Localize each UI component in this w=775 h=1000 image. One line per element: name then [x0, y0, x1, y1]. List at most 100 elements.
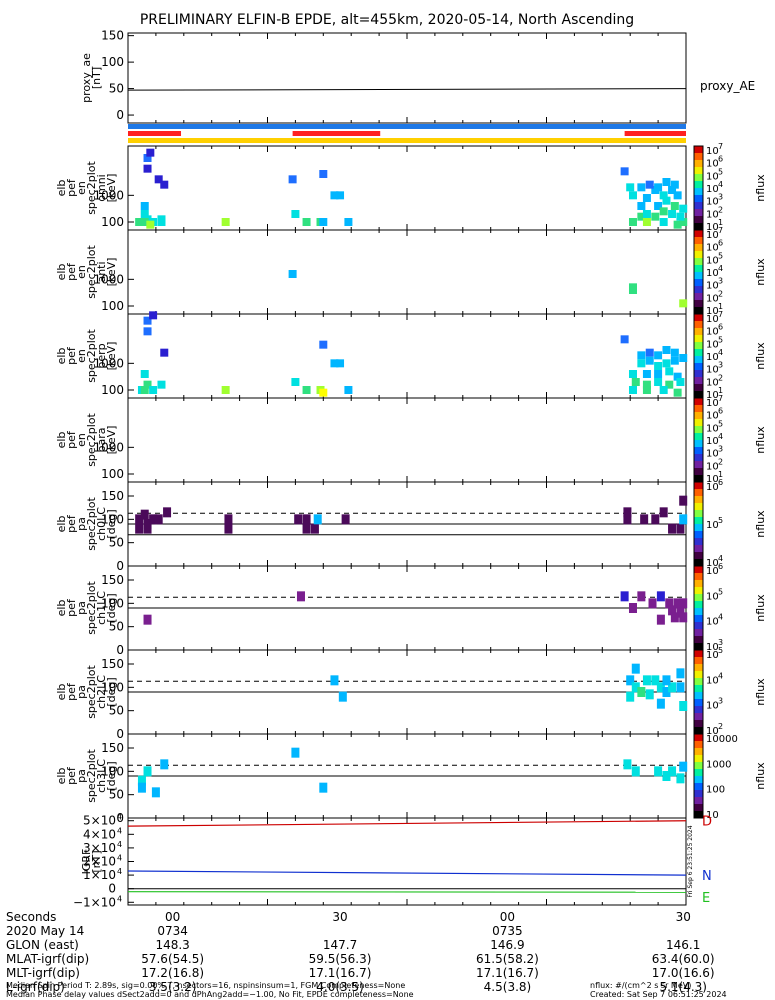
y-axis-label-line: en — [75, 265, 88, 279]
heatmap-cell — [665, 367, 674, 376]
y-axis-label-line: ch3LC — [95, 759, 108, 793]
colorbar-tick-label: 10 — [706, 423, 719, 434]
colorbar-swatch — [694, 797, 703, 805]
colorbar-frame — [693, 733, 704, 819]
heatmap-cell — [651, 514, 660, 525]
footer-row-value: 0735 — [492, 924, 523, 938]
y-tick-label: −1×10 — [73, 895, 116, 909]
heatmap-cell — [143, 316, 152, 325]
footer-row-value: 00 — [165, 910, 180, 924]
colorbar-tick-exponent: 4 — [718, 432, 723, 441]
colorbar-swatch — [694, 608, 703, 616]
colorbar-tick-exponent: 5 — [718, 646, 723, 655]
heatmap-cell — [143, 614, 152, 625]
colorbar-tick-label: 10 — [706, 650, 719, 661]
footer-note-phase: Median Phase delay values dSect2add=0 an… — [6, 990, 414, 999]
heatmap-cell — [654, 766, 663, 777]
heatmap-cell — [628, 286, 637, 294]
colorbar-tick-label: 10 — [706, 591, 719, 602]
y-axis-label-line: pef — [65, 346, 78, 365]
colorbar-swatch — [694, 216, 703, 224]
colorbar-label: nflux — [754, 510, 767, 538]
footer-row-label: L-igrf(dip) — [6, 980, 65, 994]
heatmap-cell — [659, 191, 668, 200]
colorbar-swatch — [694, 580, 703, 588]
heatmap-cell — [154, 175, 163, 184]
y-tick-label: 0 — [108, 882, 116, 896]
colorbar-swatch — [694, 454, 703, 462]
colorbar-swatch — [694, 209, 703, 217]
y-axis-label-line: anti — [95, 261, 108, 282]
colorbar-swatch — [694, 475, 703, 483]
colorbar-tick-exponent: 1 — [718, 470, 723, 479]
heatmap-cell — [679, 495, 688, 506]
heatmap-cell — [291, 210, 300, 218]
footer-row-value: 63.4(60.0) — [652, 952, 715, 966]
colorbar-swatch — [694, 251, 703, 259]
heatmap-cell — [670, 180, 679, 189]
y-tick-label: 150 — [101, 657, 124, 671]
footer-row-value: 30 — [332, 910, 347, 924]
y-axis-label-line: IGRF — [80, 849, 93, 875]
heatmap-cell — [631, 378, 640, 386]
colorbar-swatch — [694, 552, 703, 560]
footer-units: nflux: #/(cm^2 s sr MeV) — [590, 981, 691, 990]
colorbar-tick-label: 10 — [706, 617, 719, 628]
created-side-stamp: Fri Sep 6 23:51:25 2024 — [687, 825, 694, 897]
heatmap-cell — [140, 202, 149, 210]
colorbar-tick-exponent: 1 — [718, 302, 723, 311]
heatmap-cell — [626, 183, 635, 192]
heatmap-cell — [288, 175, 297, 184]
heatmap-cell — [673, 598, 682, 609]
heatmap-cell — [679, 354, 688, 362]
footer-row-value: 5.1(4.3) — [659, 980, 707, 994]
colorbar-label: nflux — [754, 342, 767, 370]
heatmap-cell — [679, 204, 688, 213]
colorbar-tick-label: 10 — [706, 411, 719, 422]
colorbar-tick-label: 10 — [706, 520, 719, 531]
y-axis-label-line: elb — [55, 432, 68, 449]
heatmap-cell — [668, 186, 677, 194]
heatmap-cell — [631, 766, 640, 777]
heatmap-cell — [656, 614, 665, 625]
colorbar-swatch — [694, 307, 703, 315]
colorbar-swatch — [694, 769, 703, 777]
footer-row-value: 146.1 — [666, 938, 700, 952]
colorbar-swatch — [694, 545, 703, 553]
colorbar-swatch — [694, 503, 703, 511]
heatmap-cell — [679, 701, 688, 711]
heatmap-cell — [163, 507, 172, 518]
heatmap-cell — [656, 682, 665, 693]
status-bar-segment — [128, 124, 686, 129]
heatmap-cell — [631, 682, 640, 693]
heatmap-cell — [668, 210, 677, 218]
colorbar-tick-exponent: 5 — [718, 587, 723, 596]
heatmap-cell — [651, 675, 660, 686]
y-tick-label: 0 — [116, 643, 124, 657]
heatmap-cell — [135, 523, 144, 534]
colorbar-tick-exponent: 7 — [718, 394, 723, 403]
y-axis-label-line: elb — [55, 516, 68, 533]
colorbar-tick-label: 10 — [706, 230, 719, 241]
colorbar-swatch — [694, 706, 703, 714]
colorbar-tick-exponent: 4 — [718, 180, 723, 189]
colorbar-swatch — [694, 489, 703, 497]
heatmap-cell — [151, 787, 160, 798]
heatmap-cell — [224, 514, 233, 525]
heatmap-cell — [668, 523, 677, 534]
y-axis-label-line: pef — [65, 514, 78, 533]
footer-row-value: 57.6(54.5) — [141, 952, 204, 966]
y-axis-label-line: elb — [55, 264, 68, 281]
heatmap-cell — [676, 773, 685, 784]
heatmap-cell — [676, 212, 685, 221]
colorbar-tick-label: 10 — [706, 339, 719, 350]
colorbar-tick-label: 10 — [706, 436, 719, 447]
colorbar-swatch — [694, 356, 703, 364]
y-axis-label-line: pef — [65, 262, 78, 281]
y-tick-exponent: 4 — [117, 854, 122, 863]
